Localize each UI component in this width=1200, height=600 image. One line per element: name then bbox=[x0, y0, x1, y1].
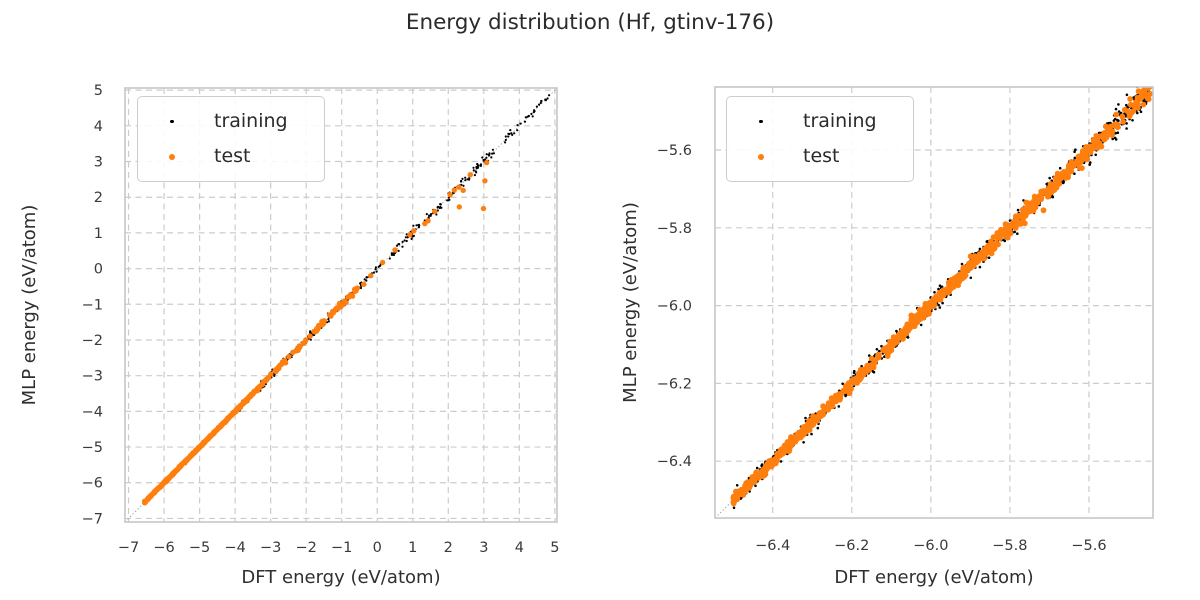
svg-text:5: 5 bbox=[94, 83, 103, 99]
svg-text:1: 1 bbox=[94, 226, 103, 242]
svg-text:−2: −2 bbox=[295, 540, 316, 556]
svg-text:−5.8: −5.8 bbox=[992, 538, 1027, 554]
svg-text:−3: −3 bbox=[82, 369, 103, 385]
svg-text:−4: −4 bbox=[82, 404, 103, 420]
svg-text:−6.0: −6.0 bbox=[913, 538, 948, 554]
x-axis-label: DFT energy (eV/atom) bbox=[241, 567, 440, 588]
training-marker-icon bbox=[759, 119, 763, 124]
legend-label-test: test bbox=[214, 145, 251, 167]
svg-text:−7: −7 bbox=[82, 511, 103, 527]
legend-item-training: training bbox=[733, 104, 907, 139]
legend-left-plot: training test bbox=[137, 96, 325, 182]
svg-text:5: 5 bbox=[550, 540, 559, 556]
svg-text:0: 0 bbox=[94, 262, 103, 278]
svg-text:−2: −2 bbox=[82, 333, 103, 349]
series-test bbox=[142, 159, 490, 506]
svg-text:−6: −6 bbox=[153, 540, 174, 556]
legend-label-training: training bbox=[803, 110, 877, 132]
axes-frame bbox=[714, 86, 1154, 519]
series-test bbox=[730, 87, 1153, 507]
tick-labels: −7 −6 −5 −4 −3 −2 −1 0 1 2 3 4 5 5 4 3 2 1 0 −1 −2 −3 −4 −5 −6 −7 bbox=[82, 83, 560, 556]
legend-right-plot: training test bbox=[726, 96, 914, 182]
svg-text:−6.2: −6.2 bbox=[834, 538, 869, 554]
axes-frame bbox=[124, 87, 558, 523]
svg-text:−6.0: −6.0 bbox=[657, 299, 692, 315]
svg-text:4: 4 bbox=[515, 540, 524, 556]
tick-labels: −6.4 −6.2 −6.0 −5.8 −5.6 −5.6 −5.8 −6.0 −6.2 −6.4 bbox=[657, 143, 1107, 554]
legend-label-test: test bbox=[803, 145, 840, 167]
svg-text:−7: −7 bbox=[118, 540, 139, 556]
legend-item-test: test bbox=[733, 139, 907, 174]
data-area bbox=[715, 87, 1153, 518]
svg-text:3: 3 bbox=[479, 540, 488, 556]
svg-text:−5.8: −5.8 bbox=[657, 221, 692, 237]
svg-text:−1: −1 bbox=[331, 540, 352, 556]
svg-text:−5: −5 bbox=[189, 540, 210, 556]
x-axis-label: DFT energy (eV/atom) bbox=[834, 567, 1033, 588]
svg-text:−5.6: −5.6 bbox=[657, 143, 692, 159]
legend-item-training: training bbox=[144, 104, 318, 139]
svg-text:−3: −3 bbox=[260, 540, 281, 556]
svg-text:−5.6: −5.6 bbox=[1071, 538, 1106, 554]
y-axis-label: MLP energy (eV/atom) bbox=[620, 202, 641, 403]
gridlines bbox=[125, 88, 557, 522]
svg-text:0: 0 bbox=[373, 540, 382, 556]
svg-text:3: 3 bbox=[94, 155, 103, 171]
test-marker-icon bbox=[758, 153, 764, 160]
svg-text:1: 1 bbox=[408, 540, 417, 556]
legend-label-training: training bbox=[214, 110, 288, 132]
svg-text:2: 2 bbox=[94, 190, 103, 206]
svg-text:−6.4: −6.4 bbox=[657, 454, 692, 470]
svg-text:−1: −1 bbox=[82, 297, 103, 313]
y-axis-label: MLP energy (eV/atom) bbox=[19, 205, 40, 406]
chart-title: Energy distribution (Hf, gtinv-176) bbox=[405, 10, 775, 35]
svg-text:−5: −5 bbox=[82, 440, 103, 456]
svg-text:4: 4 bbox=[94, 119, 103, 135]
svg-text:−6.2: −6.2 bbox=[657, 376, 692, 392]
legend-item-test: test bbox=[144, 139, 318, 174]
data-area bbox=[125, 88, 557, 522]
subplot-zoomed-range: −6.4 −6.2 −6.0 −5.8 −5.6−5.6−5.8−6.0−6.2−6.4… bbox=[620, 86, 1154, 588]
svg-text:2: 2 bbox=[444, 540, 453, 556]
subplot-full-range: −7 −6 −5 −4 −3 −2 −1 0 1 2 3 4 5543210−1−2−3−4−5−6−7… bbox=[19, 83, 559, 588]
svg-text:−6: −6 bbox=[82, 476, 103, 492]
test-marker-icon bbox=[169, 153, 175, 160]
svg-text:−6.4: −6.4 bbox=[755, 538, 790, 554]
svg-text:−4: −4 bbox=[224, 540, 245, 556]
training-marker-icon bbox=[170, 119, 174, 124]
